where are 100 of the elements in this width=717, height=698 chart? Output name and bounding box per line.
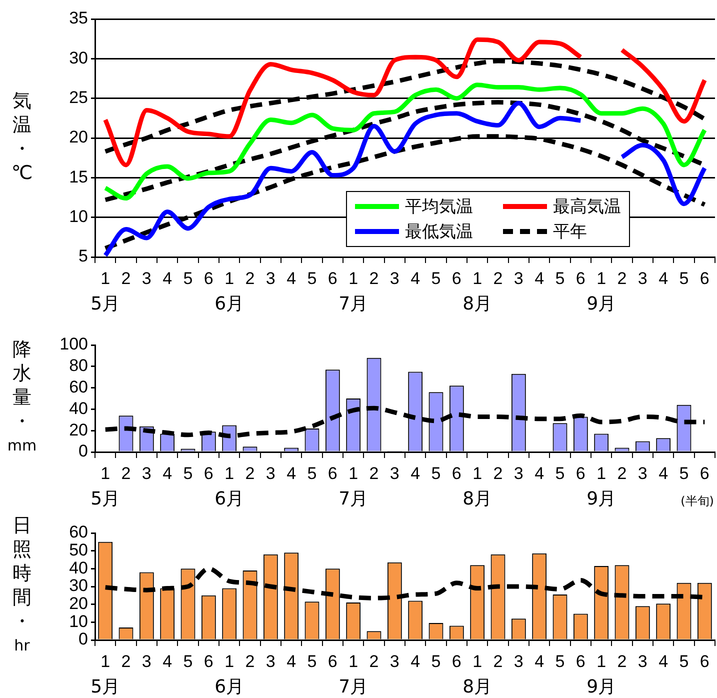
y-tick-label: 10 bbox=[69, 207, 88, 226]
x-tick-label: 6 bbox=[328, 652, 338, 671]
y-tick-label: 25 bbox=[69, 88, 88, 108]
x-tick-label: 1 bbox=[348, 268, 358, 288]
x-tick-label: 2 bbox=[617, 464, 627, 483]
x-tick-label: 6 bbox=[328, 268, 338, 288]
x-tick-label: 4 bbox=[410, 464, 420, 483]
y-axis-title: 降水量・mm bbox=[7, 338, 37, 454]
text: 8月 bbox=[462, 676, 492, 698]
x-tick-label: 4 bbox=[286, 652, 296, 671]
x-tick-label: 6 bbox=[576, 464, 586, 483]
x-tick-label: 2 bbox=[121, 268, 131, 288]
y-tick-label: 50 bbox=[69, 540, 88, 560]
y-tick-label: 30 bbox=[69, 48, 88, 68]
text: (半旬) bbox=[680, 494, 714, 508]
y-axis-title: 日照時間・hr bbox=[12, 514, 32, 654]
x-tick-label: 4 bbox=[534, 268, 544, 288]
text: 7月 bbox=[338, 676, 368, 698]
x-tick-label: 3 bbox=[638, 268, 648, 288]
y-tick-label: 0 bbox=[78, 630, 88, 649]
x-tick-label: 5 bbox=[431, 268, 441, 288]
y-tick-label: 40 bbox=[69, 398, 88, 418]
legend-label: 最低気温 bbox=[405, 221, 473, 243]
x-tick-label: 6 bbox=[700, 268, 710, 288]
text: 5月 bbox=[90, 488, 120, 510]
text: 6月 bbox=[214, 676, 244, 698]
x-tick-label: 3 bbox=[390, 268, 400, 288]
x-tick-label: 1 bbox=[224, 652, 234, 671]
x-tick-label: 2 bbox=[369, 464, 379, 483]
x-tick-label: 3 bbox=[514, 268, 524, 288]
x-tick-label: 6 bbox=[452, 268, 462, 288]
text: 7月 bbox=[338, 294, 368, 315]
x-tick-label: 3 bbox=[266, 464, 276, 483]
y-tick-label: 60 bbox=[69, 377, 88, 396]
y-tick-label: 20 bbox=[69, 128, 88, 147]
x-tick-label: 3 bbox=[638, 464, 648, 483]
y-tick-label: 5 bbox=[78, 246, 88, 266]
text: 9月 bbox=[586, 294, 616, 315]
x-tick-label: 5 bbox=[431, 464, 441, 483]
x-tick-label: 3 bbox=[142, 464, 152, 483]
x-tick-label: 4 bbox=[410, 268, 420, 288]
x-tick-label: 2 bbox=[617, 652, 627, 671]
x-tick-label: 2 bbox=[121, 464, 131, 483]
x-tick-label: 1 bbox=[348, 652, 358, 671]
x-tick-label: 5 bbox=[679, 268, 689, 288]
x-tick-label: 4 bbox=[162, 464, 172, 483]
x-tick-label: 5 bbox=[555, 464, 565, 483]
x-tick-label: 2 bbox=[245, 464, 255, 483]
x-tick-label: 3 bbox=[514, 652, 524, 671]
x-tick-label: 6 bbox=[452, 652, 462, 671]
x-tick-label: 2 bbox=[369, 652, 379, 671]
x-tick-label: 2 bbox=[121, 652, 131, 671]
x-tick-label: 3 bbox=[390, 652, 400, 671]
x-tick-label: 1 bbox=[472, 652, 482, 671]
x-tick-label: 1 bbox=[100, 268, 110, 288]
x-tick-label: 1 bbox=[472, 464, 482, 483]
x-tick-label: 1 bbox=[224, 268, 234, 288]
x-tick-label: 4 bbox=[658, 268, 668, 288]
x-tick-label: 4 bbox=[162, 652, 172, 671]
x-tick-label: 5 bbox=[183, 652, 193, 671]
x-tick-label: 1 bbox=[348, 464, 358, 483]
x-tick-label: 2 bbox=[369, 268, 379, 288]
x-tick-label: 4 bbox=[534, 652, 544, 671]
x-tick-label: 6 bbox=[204, 268, 214, 288]
x-tick-label: 5 bbox=[307, 652, 317, 671]
text: 7月 bbox=[338, 488, 368, 510]
x-tick-label: 3 bbox=[514, 464, 524, 483]
y-tick-label: 40 bbox=[69, 558, 88, 578]
x-tick-label: 5 bbox=[183, 268, 193, 288]
x-tick-label: 3 bbox=[142, 652, 152, 671]
x-tick-label: 2 bbox=[245, 652, 255, 671]
x-tick-label: 5 bbox=[307, 268, 317, 288]
x-tick-label: 1 bbox=[472, 268, 482, 288]
y-tick-label: 30 bbox=[69, 576, 88, 596]
x-tick-label: 4 bbox=[286, 268, 296, 288]
x-tick-label: 5 bbox=[183, 464, 193, 483]
x-tick-label: 2 bbox=[493, 464, 503, 483]
text: 9月 bbox=[586, 676, 616, 698]
x-tick-label: 4 bbox=[286, 464, 296, 483]
x-tick-label: 6 bbox=[576, 652, 586, 671]
x-tick-label: 3 bbox=[390, 464, 400, 483]
x-tick-label: 6 bbox=[204, 464, 214, 483]
x-tick-label: 6 bbox=[700, 464, 710, 483]
text: 5月 bbox=[90, 676, 120, 698]
x-tick-label: 6 bbox=[328, 464, 338, 483]
text: 5月 bbox=[90, 294, 120, 315]
x-tick-label: 4 bbox=[410, 652, 420, 671]
x-tick-label: 5 bbox=[555, 268, 565, 288]
x-tick-label: 3 bbox=[266, 652, 276, 671]
y-axis-title: 気温・℃ bbox=[11, 90, 33, 184]
x-tick-label: 1 bbox=[100, 464, 110, 483]
x-tick-label: 3 bbox=[142, 268, 152, 288]
y-tick-label: 20 bbox=[69, 594, 88, 614]
y-tick-label: 80 bbox=[69, 356, 88, 376]
y-tick-label: 0 bbox=[78, 442, 88, 461]
y-tick-label: 100 bbox=[60, 334, 88, 354]
x-tick-label: 4 bbox=[658, 464, 668, 483]
x-tick-label: 5 bbox=[431, 652, 441, 671]
x-tick-label: 4 bbox=[534, 464, 544, 483]
legend-label: 平均気温 bbox=[405, 196, 473, 218]
